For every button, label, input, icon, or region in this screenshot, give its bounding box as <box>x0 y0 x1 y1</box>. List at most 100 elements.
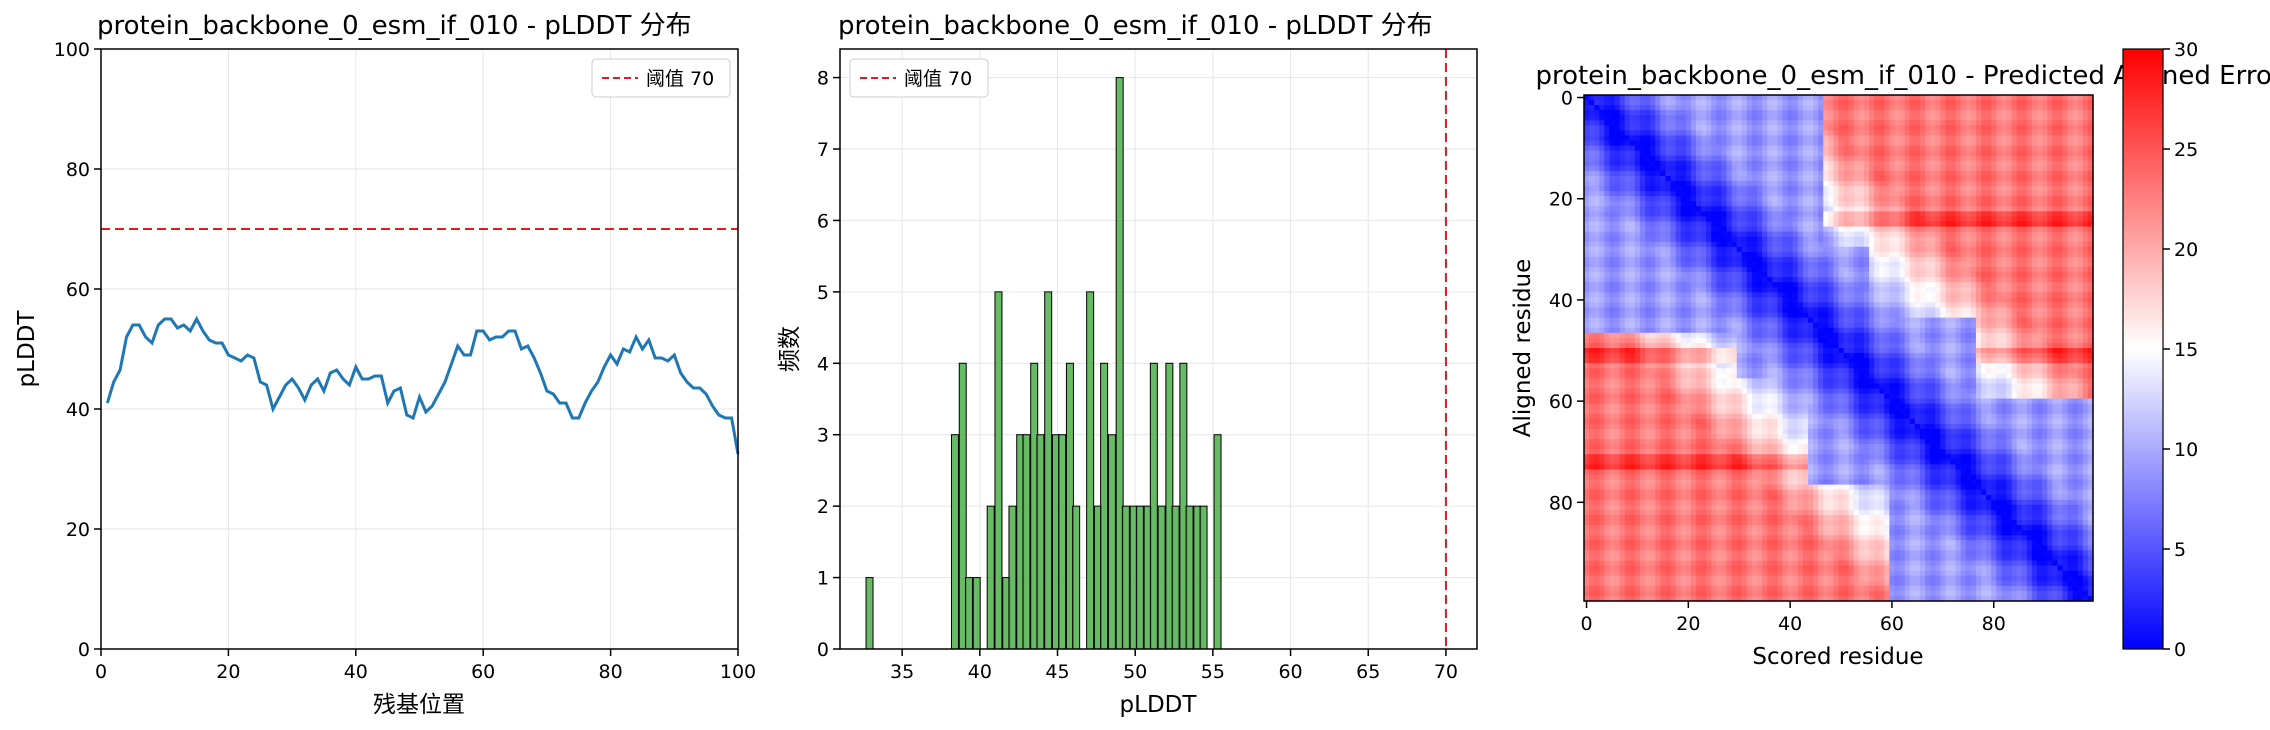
heatmap-cell <box>1762 105 1768 111</box>
heatmap-cell <box>1863 155 1870 162</box>
heatmap-cell <box>2016 110 2023 116</box>
heatmap-cell <box>1685 292 1692 298</box>
heatmap-cell <box>1991 150 1997 157</box>
heatmap-cell <box>1838 201 1845 207</box>
heatmap-cell <box>2052 302 2058 309</box>
heatmap-cell <box>1853 110 1860 116</box>
heatmap-cell <box>1639 297 1646 304</box>
heatmap-cell <box>1655 312 1661 319</box>
heatmap-cell <box>1599 181 1605 187</box>
heatmap-cell <box>1634 256 1641 263</box>
heatmap-cell <box>1955 216 1962 223</box>
heatmap-cell <box>1940 236 1946 243</box>
heatmap-cell <box>1604 277 1611 283</box>
heatmap-cell <box>2016 256 2023 263</box>
heatmap-cell <box>1848 110 1855 116</box>
legend-threshold-label: 阈值 70 <box>646 68 714 90</box>
heatmap-cell <box>1879 150 1885 157</box>
heatmap-cell <box>2011 125 2018 132</box>
heatmap-cell <box>1787 140 1794 147</box>
heatmap-cell <box>2087 251 2094 258</box>
heatmap-cell <box>1914 175 1921 182</box>
heatmap-cell <box>1833 226 1840 233</box>
heatmap-cell <box>1925 277 1931 283</box>
heatmap-cell <box>1680 201 1687 207</box>
heatmap-cell <box>1981 287 1987 293</box>
heatmap-cell <box>1604 110 1611 116</box>
heatmap-cell <box>1695 226 1702 233</box>
heatmap-cell <box>1736 226 1743 233</box>
heatmap-cell <box>2016 302 2023 309</box>
heatmap-cell <box>1701 261 1707 268</box>
heatmap-cell <box>2072 226 2079 233</box>
heatmap-cell <box>1716 125 1723 132</box>
heatmap-cell <box>1675 196 1682 202</box>
heatmap-cell <box>1772 317 1779 324</box>
heatmap-cell <box>1945 206 1952 212</box>
heatmap-cell <box>1863 120 1870 126</box>
heatmap-cell <box>1690 277 1697 283</box>
heatmap-cell <box>1639 236 1646 243</box>
heatmap-cell <box>2062 307 2069 314</box>
heatmap-cell <box>1599 211 1605 218</box>
heatmap-cell <box>1914 206 1921 212</box>
heatmap-cell <box>1619 297 1626 304</box>
heatmap-cell <box>1782 130 1789 137</box>
heatmap-cell <box>2072 267 2079 273</box>
heatmap-cell <box>1716 155 1723 162</box>
heatmap-cell <box>1894 170 1901 177</box>
heatmap-cell <box>1675 181 1682 187</box>
heatmap-cell <box>1925 175 1931 182</box>
heatmap-cell <box>2067 125 2074 132</box>
heatmap-cell <box>1975 145 1982 152</box>
heatmap-cell <box>1970 115 1977 121</box>
heatmap-cell <box>1736 256 1743 263</box>
heatmap-cell <box>1818 165 1824 172</box>
heatmap-cell <box>1645 206 1651 212</box>
heatmap-cell <box>1680 236 1687 243</box>
heatmap-cell <box>1858 251 1865 258</box>
heatmap-cell <box>1731 317 1738 324</box>
heatmap-cell <box>1762 160 1768 167</box>
heatmap-cell <box>1975 312 1982 319</box>
heatmap-cell <box>1639 312 1646 319</box>
heatmap-cell <box>1604 196 1611 202</box>
heatmap-cell <box>1782 226 1789 233</box>
heatmap-cell <box>1853 272 1860 278</box>
heatmap-cell <box>1589 115 1595 121</box>
heatmap-cell <box>1853 216 1860 223</box>
heatmap-cell <box>1609 135 1616 142</box>
heatmap-cell <box>1680 211 1687 218</box>
heatmap-cell <box>1660 95 1667 101</box>
heatmap-cell <box>1690 272 1697 278</box>
heatmap-cell <box>1701 216 1707 223</box>
heatmap-cell <box>1721 175 1728 182</box>
heatmap-cell <box>1904 100 1911 106</box>
heatmap-cell <box>1930 226 1936 233</box>
heatmap-cell <box>1996 95 2002 101</box>
heatmap-cell <box>1695 332 1702 339</box>
heatmap-cell <box>1604 292 1611 298</box>
heatmap-cell <box>1645 110 1651 116</box>
heatmap-cell <box>1919 155 1926 162</box>
heatmap-cell <box>1960 191 1967 197</box>
heatmap-cell <box>1909 226 1916 233</box>
heatmap-cell <box>1960 186 1967 192</box>
heatmap-cell <box>1894 261 1901 268</box>
heatmap-cell <box>1619 175 1626 182</box>
heatmap-cell <box>1767 282 1773 288</box>
heatmap-cell <box>1767 317 1773 324</box>
heatmap-cell <box>1889 287 1896 293</box>
heatmap-cell <box>1965 327 1972 334</box>
heatmap-cell <box>1751 261 1758 268</box>
heatmap-cell <box>1619 140 1626 147</box>
heatmap-cell <box>1945 251 1952 258</box>
heatmap-cell <box>1706 95 1712 101</box>
heatmap-cell <box>1869 206 1875 212</box>
heatmap-cell <box>1970 170 1977 177</box>
heatmap-cell <box>1680 216 1687 223</box>
heatmap-cell <box>1706 251 1712 258</box>
heatmap-cell <box>1802 186 1809 192</box>
heatmap-cell <box>1965 307 1972 314</box>
heatmap-cell <box>1991 287 1997 293</box>
